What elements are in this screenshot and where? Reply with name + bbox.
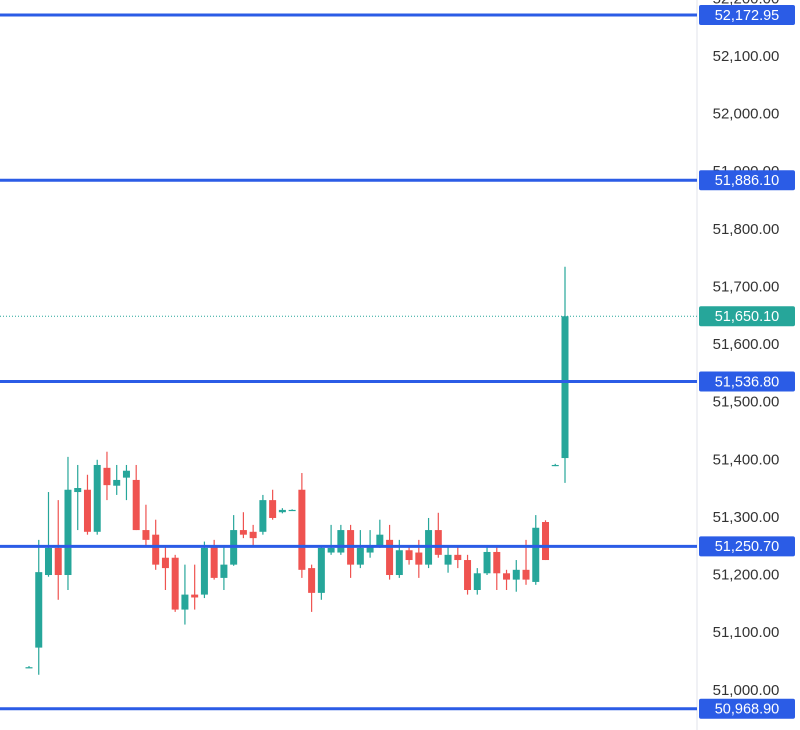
- last-price-tag: [699, 306, 795, 327]
- candle-body: [64, 489, 72, 576]
- candle-body: [288, 509, 296, 512]
- candle-body: [44, 547, 52, 576]
- last-price-label: 51,650.10: [715, 309, 780, 325]
- candle-body: [122, 470, 130, 478]
- y-tick-label: 51,400.00: [713, 451, 780, 468]
- y-tick-label: 52,200.00: [713, 0, 780, 7]
- candle-body: [191, 594, 199, 598]
- y-tick-label: 52,100.00: [713, 48, 780, 65]
- candle-body: [395, 550, 403, 576]
- candle-body: [210, 545, 218, 578]
- level-tag: [699, 5, 795, 26]
- candle-body: [74, 488, 82, 493]
- candle-body: [142, 530, 150, 540]
- candle-body: [483, 551, 491, 574]
- y-tick-label: 51,200.00: [713, 567, 780, 584]
- candle-body: [152, 534, 160, 565]
- candle-body: [317, 547, 325, 593]
- candle-body: [405, 550, 413, 561]
- candle-body: [522, 569, 530, 580]
- candle-body: [35, 572, 43, 648]
- level-label: 51,250.70: [715, 539, 780, 555]
- level-tag: [699, 536, 795, 557]
- level-label: 51,886.10: [715, 173, 780, 189]
- candle-body: [103, 467, 111, 486]
- candle-body: [464, 560, 472, 590]
- candle-body: [454, 554, 462, 561]
- candle-body: [278, 509, 286, 513]
- candle-body: [503, 573, 511, 580]
- y-tick-label: 51,600.00: [713, 336, 780, 353]
- candle-body: [181, 594, 189, 610]
- candle-body: [93, 464, 101, 532]
- candle-body: [132, 479, 140, 531]
- candle-body: [434, 530, 442, 555]
- y-tick-label: 51,300.00: [713, 509, 780, 526]
- candle-body: [386, 539, 394, 576]
- candle-body: [532, 527, 540, 582]
- candle-body: [298, 489, 306, 570]
- candle-body: [366, 545, 374, 553]
- candle-body: [200, 547, 208, 595]
- level-tag: [699, 698, 795, 719]
- level-label: 50,968.90: [715, 702, 780, 718]
- level-label: 52,172.95: [715, 8, 780, 24]
- y-tick-label: 51,100.00: [713, 624, 780, 641]
- level-label: 51,536.80: [715, 374, 780, 390]
- candle-body: [444, 554, 452, 565]
- candle-body: [542, 522, 550, 561]
- candle-body: [327, 547, 335, 553]
- candle-body: [161, 557, 169, 569]
- y-tick-label: 51,700.00: [713, 278, 780, 295]
- candle-body: [249, 531, 257, 539]
- y-tick-label: 51,500.00: [713, 394, 780, 411]
- candle-body: [171, 557, 179, 610]
- candle-body: [239, 530, 247, 535]
- candle-body: [415, 552, 423, 565]
- level-tag: [699, 170, 795, 191]
- candle-body: [551, 464, 559, 467]
- candle-body: [54, 547, 62, 576]
- y-tick-label: 51,800.00: [713, 221, 780, 238]
- candle-body: [220, 564, 228, 578]
- candle-body: [337, 530, 345, 553]
- candle-body: [308, 568, 316, 593]
- candle-body: [512, 569, 520, 580]
- candle-body: [83, 489, 91, 532]
- candle-body: [376, 534, 384, 546]
- y-tick-label: 51,000.00: [713, 682, 780, 699]
- candle-body: [356, 547, 364, 565]
- candle-body: [269, 500, 277, 518]
- candle-body: [259, 500, 267, 532]
- candle-body: [561, 316, 569, 459]
- candle-body: [473, 573, 481, 590]
- y-tick-label: 52,000.00: [713, 106, 780, 123]
- candle-body: [113, 479, 121, 486]
- level-tag: [699, 371, 795, 392]
- candle-body: [493, 551, 501, 574]
- candle-body: [25, 667, 33, 669]
